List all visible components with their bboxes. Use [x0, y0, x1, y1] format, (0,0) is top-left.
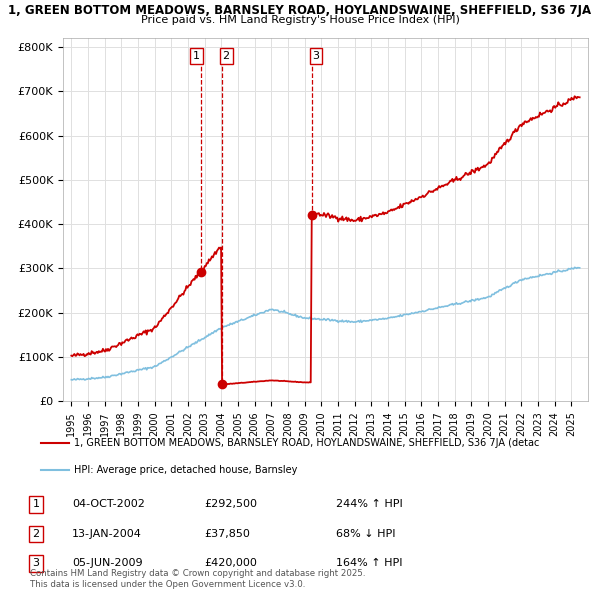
Text: Contains HM Land Registry data © Crown copyright and database right 2025.
This d: Contains HM Land Registry data © Crown c… [30, 569, 365, 589]
Text: 3: 3 [313, 51, 319, 61]
Text: 244% ↑ HPI: 244% ↑ HPI [336, 500, 403, 509]
Text: 05-JUN-2009: 05-JUN-2009 [72, 559, 143, 568]
Text: Price paid vs. HM Land Registry's House Price Index (HPI): Price paid vs. HM Land Registry's House … [140, 15, 460, 25]
Text: HPI: Average price, detached house, Barnsley: HPI: Average price, detached house, Barn… [74, 466, 298, 475]
Text: £420,000: £420,000 [204, 559, 257, 568]
Text: 1: 1 [193, 51, 200, 61]
Text: £37,850: £37,850 [204, 529, 250, 539]
Text: 2: 2 [223, 51, 230, 61]
Text: 04-OCT-2002: 04-OCT-2002 [72, 500, 145, 509]
Text: 1, GREEN BOTTOM MEADOWS, BARNSLEY ROAD, HOYLANDSWAINE, SHEFFIELD, S36 7JA: 1, GREEN BOTTOM MEADOWS, BARNSLEY ROAD, … [8, 4, 592, 17]
Text: £292,500: £292,500 [204, 500, 257, 509]
Text: 1, GREEN BOTTOM MEADOWS, BARNSLEY ROAD, HOYLANDSWAINE, SHEFFIELD, S36 7JA (detac: 1, GREEN BOTTOM MEADOWS, BARNSLEY ROAD, … [74, 438, 539, 447]
Text: 164% ↑ HPI: 164% ↑ HPI [336, 559, 403, 568]
Text: 68% ↓ HPI: 68% ↓ HPI [336, 529, 395, 539]
Text: 13-JAN-2004: 13-JAN-2004 [72, 529, 142, 539]
Text: 3: 3 [32, 559, 40, 568]
Text: 2: 2 [32, 529, 40, 539]
Text: 1: 1 [32, 500, 40, 509]
